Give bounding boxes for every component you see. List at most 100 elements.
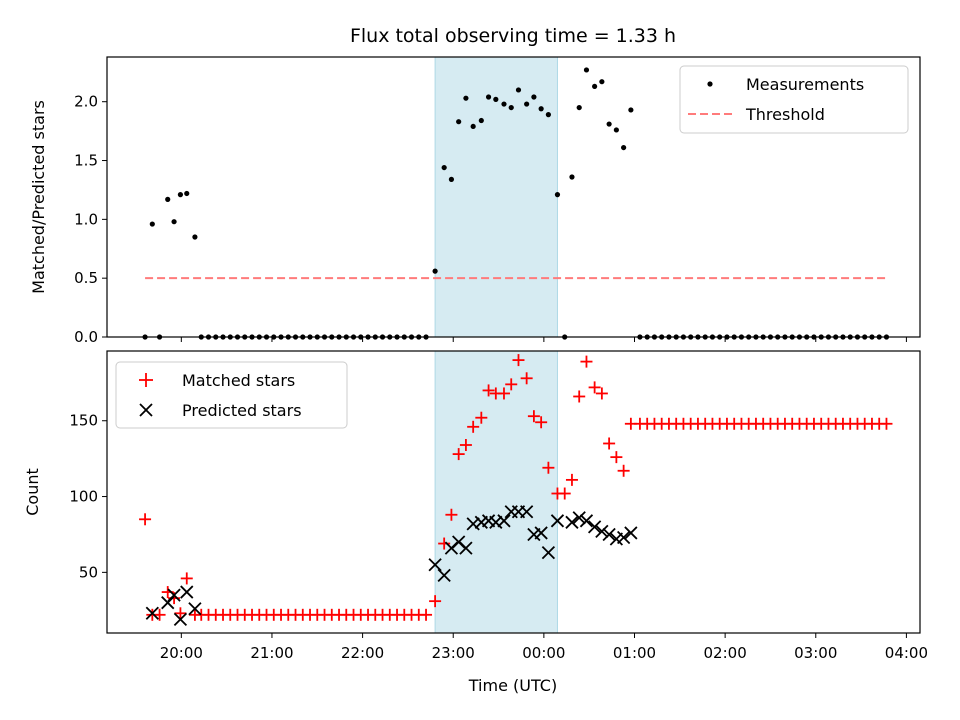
bottom-y-tick-label: 100 [69,488,98,506]
predicted-star-stroke-b [452,535,466,549]
matched-star-point [617,464,630,477]
matched-star-point [588,381,601,394]
measurement-point [515,87,522,93]
predicted-star-stroke-b [459,541,473,555]
predicted-star-point [428,558,442,572]
predicted-star-point [520,505,534,519]
top-panel: 0.00.51.01.52.0 Matched/Predicted stars … [29,56,921,346]
predicted-star-point [497,514,511,528]
matched-star-point [535,416,548,429]
matched-star-point [438,537,451,550]
matched-star-point [520,372,533,385]
predicted-star-point [173,612,188,626]
matched-star-point [512,354,525,367]
predicted-star-point [579,514,594,528]
bottom-legend: Matched stars Predicted stars [115,361,348,429]
top-legend-box [679,65,909,134]
predicted-star-point [534,526,548,540]
top-y-tick-label: 0.5 [74,269,98,287]
legend-matched-marker [139,373,153,387]
measurement-point [501,101,507,107]
matched-star-point [459,439,472,451]
measurement-point [171,219,177,225]
legend-matched-label: Matched stars [182,371,295,390]
chart-title: Flux total observing time = 1.33 h [350,25,676,47]
measurement-point [184,190,190,197]
bottom-legend-box [115,361,348,429]
measurement-point [606,121,612,127]
bottom-plot-frame [106,350,921,634]
predicted-star-point [188,602,202,616]
legend-threshold-label: Threshold [745,105,825,124]
top-highlight-span [434,56,558,338]
matched-star-point [527,410,540,423]
matched-star-point [558,487,571,500]
predicted-star-stroke-b [595,524,609,539]
measurement-point [149,221,155,227]
measurement-point [448,176,455,182]
measurement-point [456,119,462,125]
measurement-point [621,144,627,151]
measurement-point [599,79,605,85]
matched-star-point [505,378,518,391]
predicted-star-stroke-b [428,558,442,572]
predicted-star-point [145,606,159,620]
predicted-star-stroke-b [173,612,188,626]
matched-star-point [475,411,488,424]
legend-predicted-marker [139,403,153,417]
measurement-point [524,101,530,107]
measurement-point [545,112,551,118]
predicted-star-stroke-b [534,526,548,540]
measurement-point [192,234,198,240]
predicted-stars-points [145,505,638,626]
predicted-star-stroke-b [489,515,503,529]
predicted-star-stroke-b [520,505,534,519]
predicted-star-point [541,546,556,560]
top-plot-frame [106,56,921,338]
bottom-y-tick-label: 50 [79,563,98,581]
matched-star-point [880,417,893,430]
matched-star-point [580,355,593,368]
measurement-point [554,192,561,198]
measurement-point [470,123,476,130]
legend-measurements-marker [707,81,713,87]
measurement-point [592,83,598,90]
x-tick-label: 23:00 [432,644,475,662]
matched-star-point [482,384,495,397]
predicted-star-point [595,524,609,539]
predicted-star-point [437,568,451,583]
predicted-star-stroke-b [624,526,638,540]
predicted-star-stroke-b [602,527,616,542]
measurement-point [485,94,492,100]
predicted-star-point [624,526,638,540]
matched-star-point [445,508,458,521]
measurement-point [441,164,447,171]
predicted-star-point [565,515,579,529]
measurement-point [569,174,575,180]
predicted-star-point [572,511,586,525]
legend-predicted-label: Predicted stars [182,401,302,420]
top-legend: Measurements Threshold [679,65,909,134]
matched-star-point [595,387,608,400]
predicted-star-stroke-b [497,514,511,528]
bottom-y-tick-label: 150 [69,412,98,430]
predicted-star-stroke-b [188,602,202,616]
matched-star-point [174,607,187,620]
measurement-point [583,67,590,73]
measurement-point [177,192,184,198]
top-y-tick-label: 2.0 [74,93,98,111]
x-tick-label: 20:00 [160,644,203,662]
predicted-star-point [550,514,565,528]
matched-star-point [139,513,152,526]
predicted-star-stroke-b [579,514,594,528]
bottom-y-axis-label: Count [23,468,42,516]
predicted-star-stroke-b [167,588,181,602]
matched-stars-points [139,354,893,621]
top-y-tick-label: 0.0 [74,328,98,346]
x-tick-label: 00:00 [522,644,565,662]
matched-star-point [467,420,480,433]
predicted-star-stroke-b [481,514,496,528]
predicted-star-stroke-b [437,568,451,583]
x-tick-label: 22:00 [341,644,384,662]
x-axis-label: Time (UTC) [468,676,557,695]
